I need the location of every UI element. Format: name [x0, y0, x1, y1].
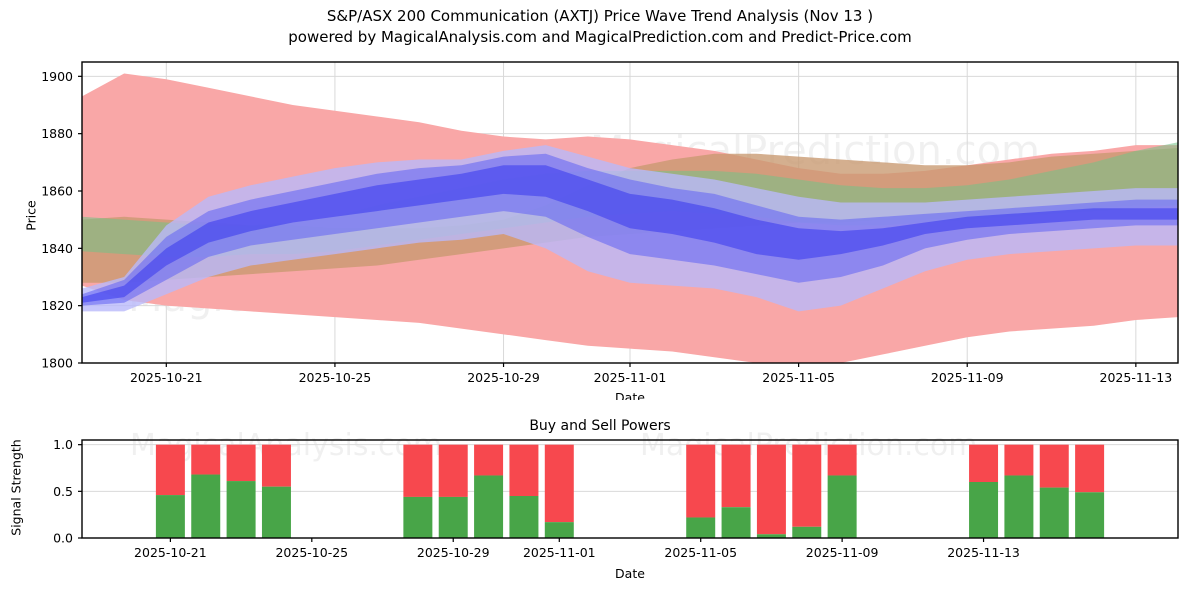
page-title: S&P/ASX 200 Communication (AXTJ) Price W…	[326, 7, 874, 25]
bar-sell-power	[1075, 444, 1105, 493]
bar-buy-power	[792, 526, 822, 538]
bar-sell-power	[155, 444, 185, 496]
bar-sell-power	[226, 444, 256, 482]
bar-sell-power	[1039, 444, 1069, 488]
powers-y-tick: 0.0	[53, 531, 73, 546]
band-forecast-band-blue-core	[82, 165, 1178, 303]
price-x-axis-label: Date	[615, 390, 645, 400]
powers-bars	[155, 444, 1105, 538]
bar-buy-power	[509, 496, 539, 538]
price-y-tick: 1820	[41, 298, 73, 313]
price-x-tick: 2025-11-13	[1100, 370, 1173, 385]
page-subtitle: powered by MagicalAnalysis.com and Magic…	[288, 28, 912, 46]
powers-title: Buy and Sell Powers	[529, 418, 671, 434]
price-x-tick: 2025-10-25	[299, 370, 372, 385]
bar-buy-power	[1039, 487, 1069, 538]
bar-buy-power	[261, 486, 291, 538]
powers-x-tick: 2025-11-13	[947, 545, 1020, 560]
bar-sell-power	[474, 444, 504, 476]
price-y-tick: 1900	[41, 69, 73, 84]
bar-buy-power	[756, 534, 786, 538]
bar-sell-power	[1004, 444, 1034, 476]
bar-buy-power	[969, 482, 999, 538]
bar-sell-power	[544, 444, 574, 523]
powers-x-tick: 2025-11-01	[523, 545, 596, 560]
bar-sell-power	[721, 444, 751, 508]
bar-buy-power	[403, 496, 433, 538]
bar-buy-power	[1075, 492, 1105, 538]
powers-axes: 0.0 0.5 1.0 2025-10-21 2025-10-25 2025-10-29 2…	[53, 437, 1179, 581]
bar-sell-power	[969, 444, 999, 482]
powers-chart: 0.0 0.5 1.0 2025-10-21 2025-10-25 2025-10-29 2…	[53, 437, 1179, 581]
price-bands	[82, 73, 1178, 363]
bar-sell-power	[686, 444, 716, 518]
bar-sell-power	[403, 444, 433, 497]
bar-buy-power	[721, 507, 751, 538]
powers-x-tick: 2025-11-05	[664, 545, 737, 560]
bar-buy-power	[1004, 475, 1034, 538]
powers-x-axis-label: Date	[615, 566, 645, 581]
price-chart: 1800 1820 1840 1860 1880 1900 2025-10-21 2025-1…	[41, 61, 1179, 400]
price-x-tick: 2025-11-01	[594, 370, 667, 385]
powers-y-tick: 1.0	[53, 437, 73, 452]
bar-sell-power	[792, 444, 822, 527]
bar-buy-power	[226, 481, 256, 538]
price-x-tick: 2025-10-29	[467, 370, 540, 385]
bar-buy-power	[474, 475, 504, 538]
bar-sell-power	[509, 444, 539, 496]
price-y-tick: 1880	[41, 126, 73, 141]
title-block: S&P/ASX 200 Communication (AXTJ) Price W…	[0, 6, 1200, 48]
bar-buy-power	[438, 496, 468, 538]
price-y-tick: 1860	[41, 184, 73, 199]
bar-sell-power	[191, 444, 221, 475]
price-x-tick: 2025-11-09	[931, 370, 1004, 385]
bar-buy-power	[155, 495, 185, 538]
price-y-tick: 1840	[41, 241, 73, 256]
bar-sell-power	[827, 444, 857, 476]
bar-buy-power	[686, 517, 716, 538]
powers-x-tick: 2025-10-25	[275, 545, 348, 560]
price-x-tick: 2025-11-05	[762, 370, 835, 385]
bar-sell-power	[261, 444, 291, 487]
powers-y-tick: 0.5	[53, 484, 73, 499]
powers-x-tick: 2025-10-29	[417, 545, 490, 560]
bar-buy-power	[191, 474, 221, 538]
price-axes: 1800 1820 1840 1860 1880 1900 2025-10-21 2025-1…	[41, 61, 1179, 400]
powers-x-tick: 2025-11-09	[806, 545, 879, 560]
bar-sell-power	[438, 444, 468, 497]
price-x-tick: 2025-10-21	[130, 370, 203, 385]
powers-x-tick: 2025-10-21	[134, 545, 207, 560]
bar-sell-power	[756, 444, 786, 535]
bar-buy-power	[544, 522, 574, 538]
price-y-tick: 1800	[41, 356, 73, 371]
bar-buy-power	[827, 475, 857, 538]
